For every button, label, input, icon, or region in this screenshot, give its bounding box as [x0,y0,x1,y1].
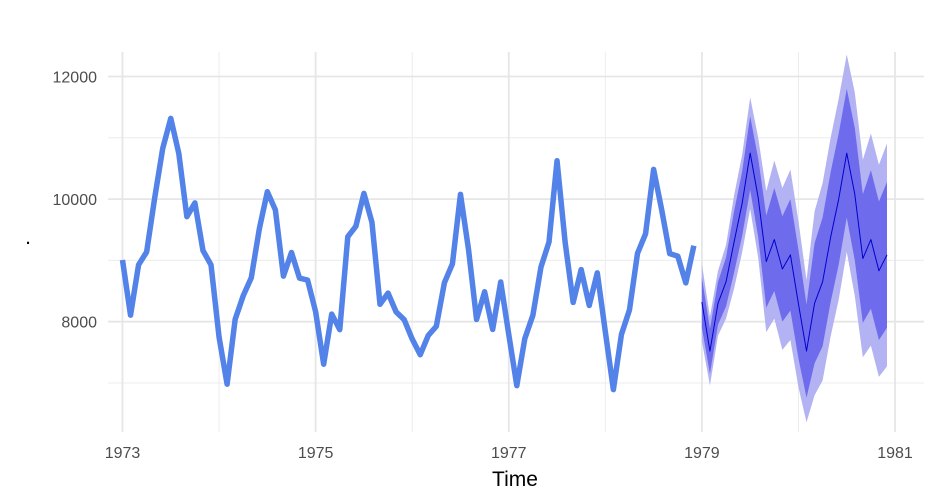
series-lines [119,115,888,393]
y-axis-ticks: 8000 10000 12000 [53,70,98,332]
y-tick-label: 8000 [61,315,97,332]
x-tick-label: 1975 [298,445,334,462]
y-axis-title: . [25,226,31,249]
x-axis-title: Time [492,468,538,491]
x-tick-label: 1979 [684,445,720,462]
x-tick-label: 1977 [491,445,527,462]
x-axis-ticks: 1973 1975 1977 1979 1981 [105,445,913,462]
x-tick-label: 1981 [877,445,913,462]
y-tick-label: 10000 [53,192,98,209]
observed-series-line [119,115,697,393]
forecast-bands [701,54,887,423]
forecast-mean-line [701,152,888,352]
x-tick-label: 1973 [105,445,141,462]
y-tick-label: 12000 [53,70,98,87]
